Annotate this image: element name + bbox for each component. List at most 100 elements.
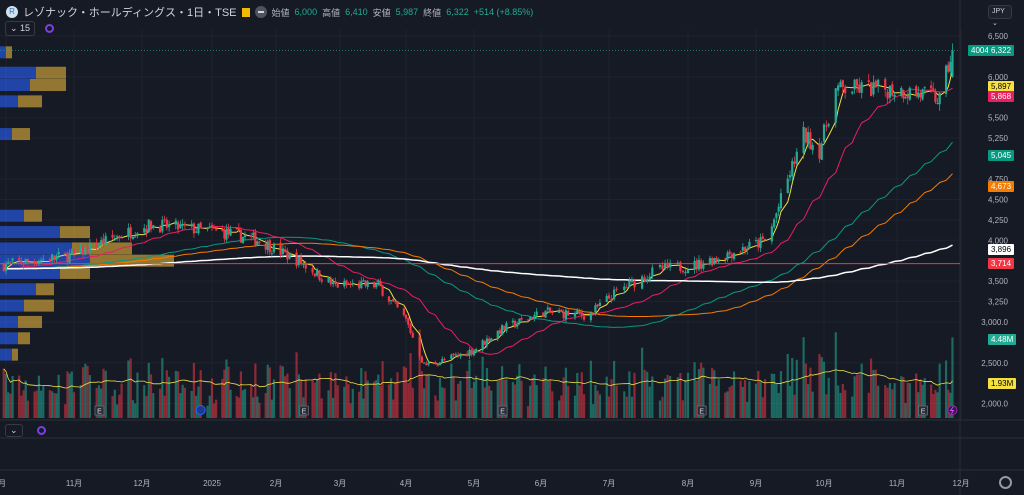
candle <box>53 255 56 264</box>
volume-bar <box>402 366 405 418</box>
candle-body <box>55 255 58 260</box>
candle <box>420 355 423 363</box>
volume-bar <box>387 384 391 418</box>
candle-body <box>582 316 586 320</box>
candle <box>145 224 148 238</box>
event-marker-D[interactable] <box>195 405 206 415</box>
volume-profile-down-bar <box>60 266 90 279</box>
candle-body <box>215 229 218 231</box>
candle-body <box>932 88 935 92</box>
volume-bar <box>147 362 150 418</box>
volume-bar <box>443 388 446 418</box>
candle-body <box>779 193 783 209</box>
candle-body <box>102 238 105 245</box>
candle-body <box>206 227 209 229</box>
candle-body <box>938 92 941 105</box>
candle-body <box>329 278 332 285</box>
candle-body <box>884 79 887 90</box>
volume-bar <box>256 396 259 418</box>
candle <box>81 245 85 259</box>
candle-body <box>396 301 399 308</box>
candle-body <box>104 235 107 246</box>
candle <box>104 232 107 247</box>
candle-body <box>643 277 646 282</box>
candle <box>759 233 762 253</box>
candle-body <box>404 314 408 319</box>
candle <box>841 79 844 94</box>
settings-gear-icon[interactable] <box>999 476 1012 489</box>
candle-body <box>558 310 561 313</box>
event-marker-E[interactable]: E <box>696 405 707 416</box>
candle <box>425 360 428 366</box>
candle-body <box>548 307 552 313</box>
candle-body <box>822 124 826 142</box>
candle-body <box>297 256 300 265</box>
candle-body <box>270 253 273 255</box>
candle-body <box>520 317 523 320</box>
market-status-icon[interactable] <box>254 6 267 18</box>
candle-body <box>158 226 162 233</box>
volume-bar <box>531 377 534 418</box>
event-marker-E[interactable]: E <box>299 405 309 416</box>
candle <box>607 292 611 300</box>
candle-body <box>726 252 729 260</box>
volume-bar <box>7 392 10 418</box>
indicator-ring-icon[interactable] <box>45 24 55 33</box>
pane-indicator-icon[interactable] <box>36 426 46 435</box>
candle <box>24 258 27 265</box>
volume-bar <box>362 398 365 418</box>
event-marker-S[interactable] <box>947 405 958 415</box>
candle-body <box>286 250 289 260</box>
y-tick-label: 3,500 <box>988 277 1009 286</box>
candle <box>351 279 354 287</box>
volume-bar <box>526 405 530 418</box>
volume-bar <box>18 375 21 418</box>
volume-bar <box>272 379 276 418</box>
candle-body <box>466 353 469 357</box>
candle <box>475 347 478 353</box>
volume-bar <box>327 390 330 418</box>
candle-body <box>284 249 287 252</box>
event-marker-E[interactable]: E <box>918 405 928 416</box>
volume-bar <box>488 385 491 418</box>
event-marker-E[interactable]: E <box>94 405 105 416</box>
candle <box>443 357 446 362</box>
candle-body <box>136 233 139 237</box>
candle-body <box>475 349 478 352</box>
flag-icon[interactable] <box>241 7 250 17</box>
candle <box>770 223 773 245</box>
x-tick-label: 3月 <box>334 479 346 488</box>
currency-select[interactable]: JPY ⌄ <box>988 5 1012 27</box>
candle-body <box>891 84 894 96</box>
candle <box>327 276 330 283</box>
candle <box>20 256 23 266</box>
candle-body <box>266 241 269 251</box>
volume-bar <box>131 400 135 418</box>
candle <box>592 312 595 315</box>
candle <box>11 257 14 263</box>
candle-body <box>379 280 382 287</box>
indicators-collapse-button[interactable]: ⌄ 15 <box>5 21 36 36</box>
candle <box>851 90 854 95</box>
candle-body <box>39 260 43 262</box>
candle <box>102 233 105 248</box>
candle <box>229 225 232 237</box>
candle <box>252 229 255 240</box>
symbol-title[interactable]: レゾナック・ホールディングス・1日・TSE <box>23 7 237 19</box>
candle-body <box>877 79 880 86</box>
candle-body <box>115 236 119 238</box>
candle-body <box>427 362 430 365</box>
volume-bar <box>516 375 519 418</box>
volume-bar <box>343 386 346 418</box>
candle-body <box>252 232 255 236</box>
pane-collapse-button[interactable]: ⌄ <box>5 424 23 437</box>
volume-bar <box>934 389 937 418</box>
volume-bar <box>336 385 339 418</box>
volume-bar <box>663 378 667 418</box>
x-tick-label: 11月 <box>889 479 905 488</box>
candle-body <box>268 239 271 253</box>
volume-bar <box>304 379 307 418</box>
candle <box>761 232 764 240</box>
event-marker-E[interactable]: E <box>497 405 508 416</box>
